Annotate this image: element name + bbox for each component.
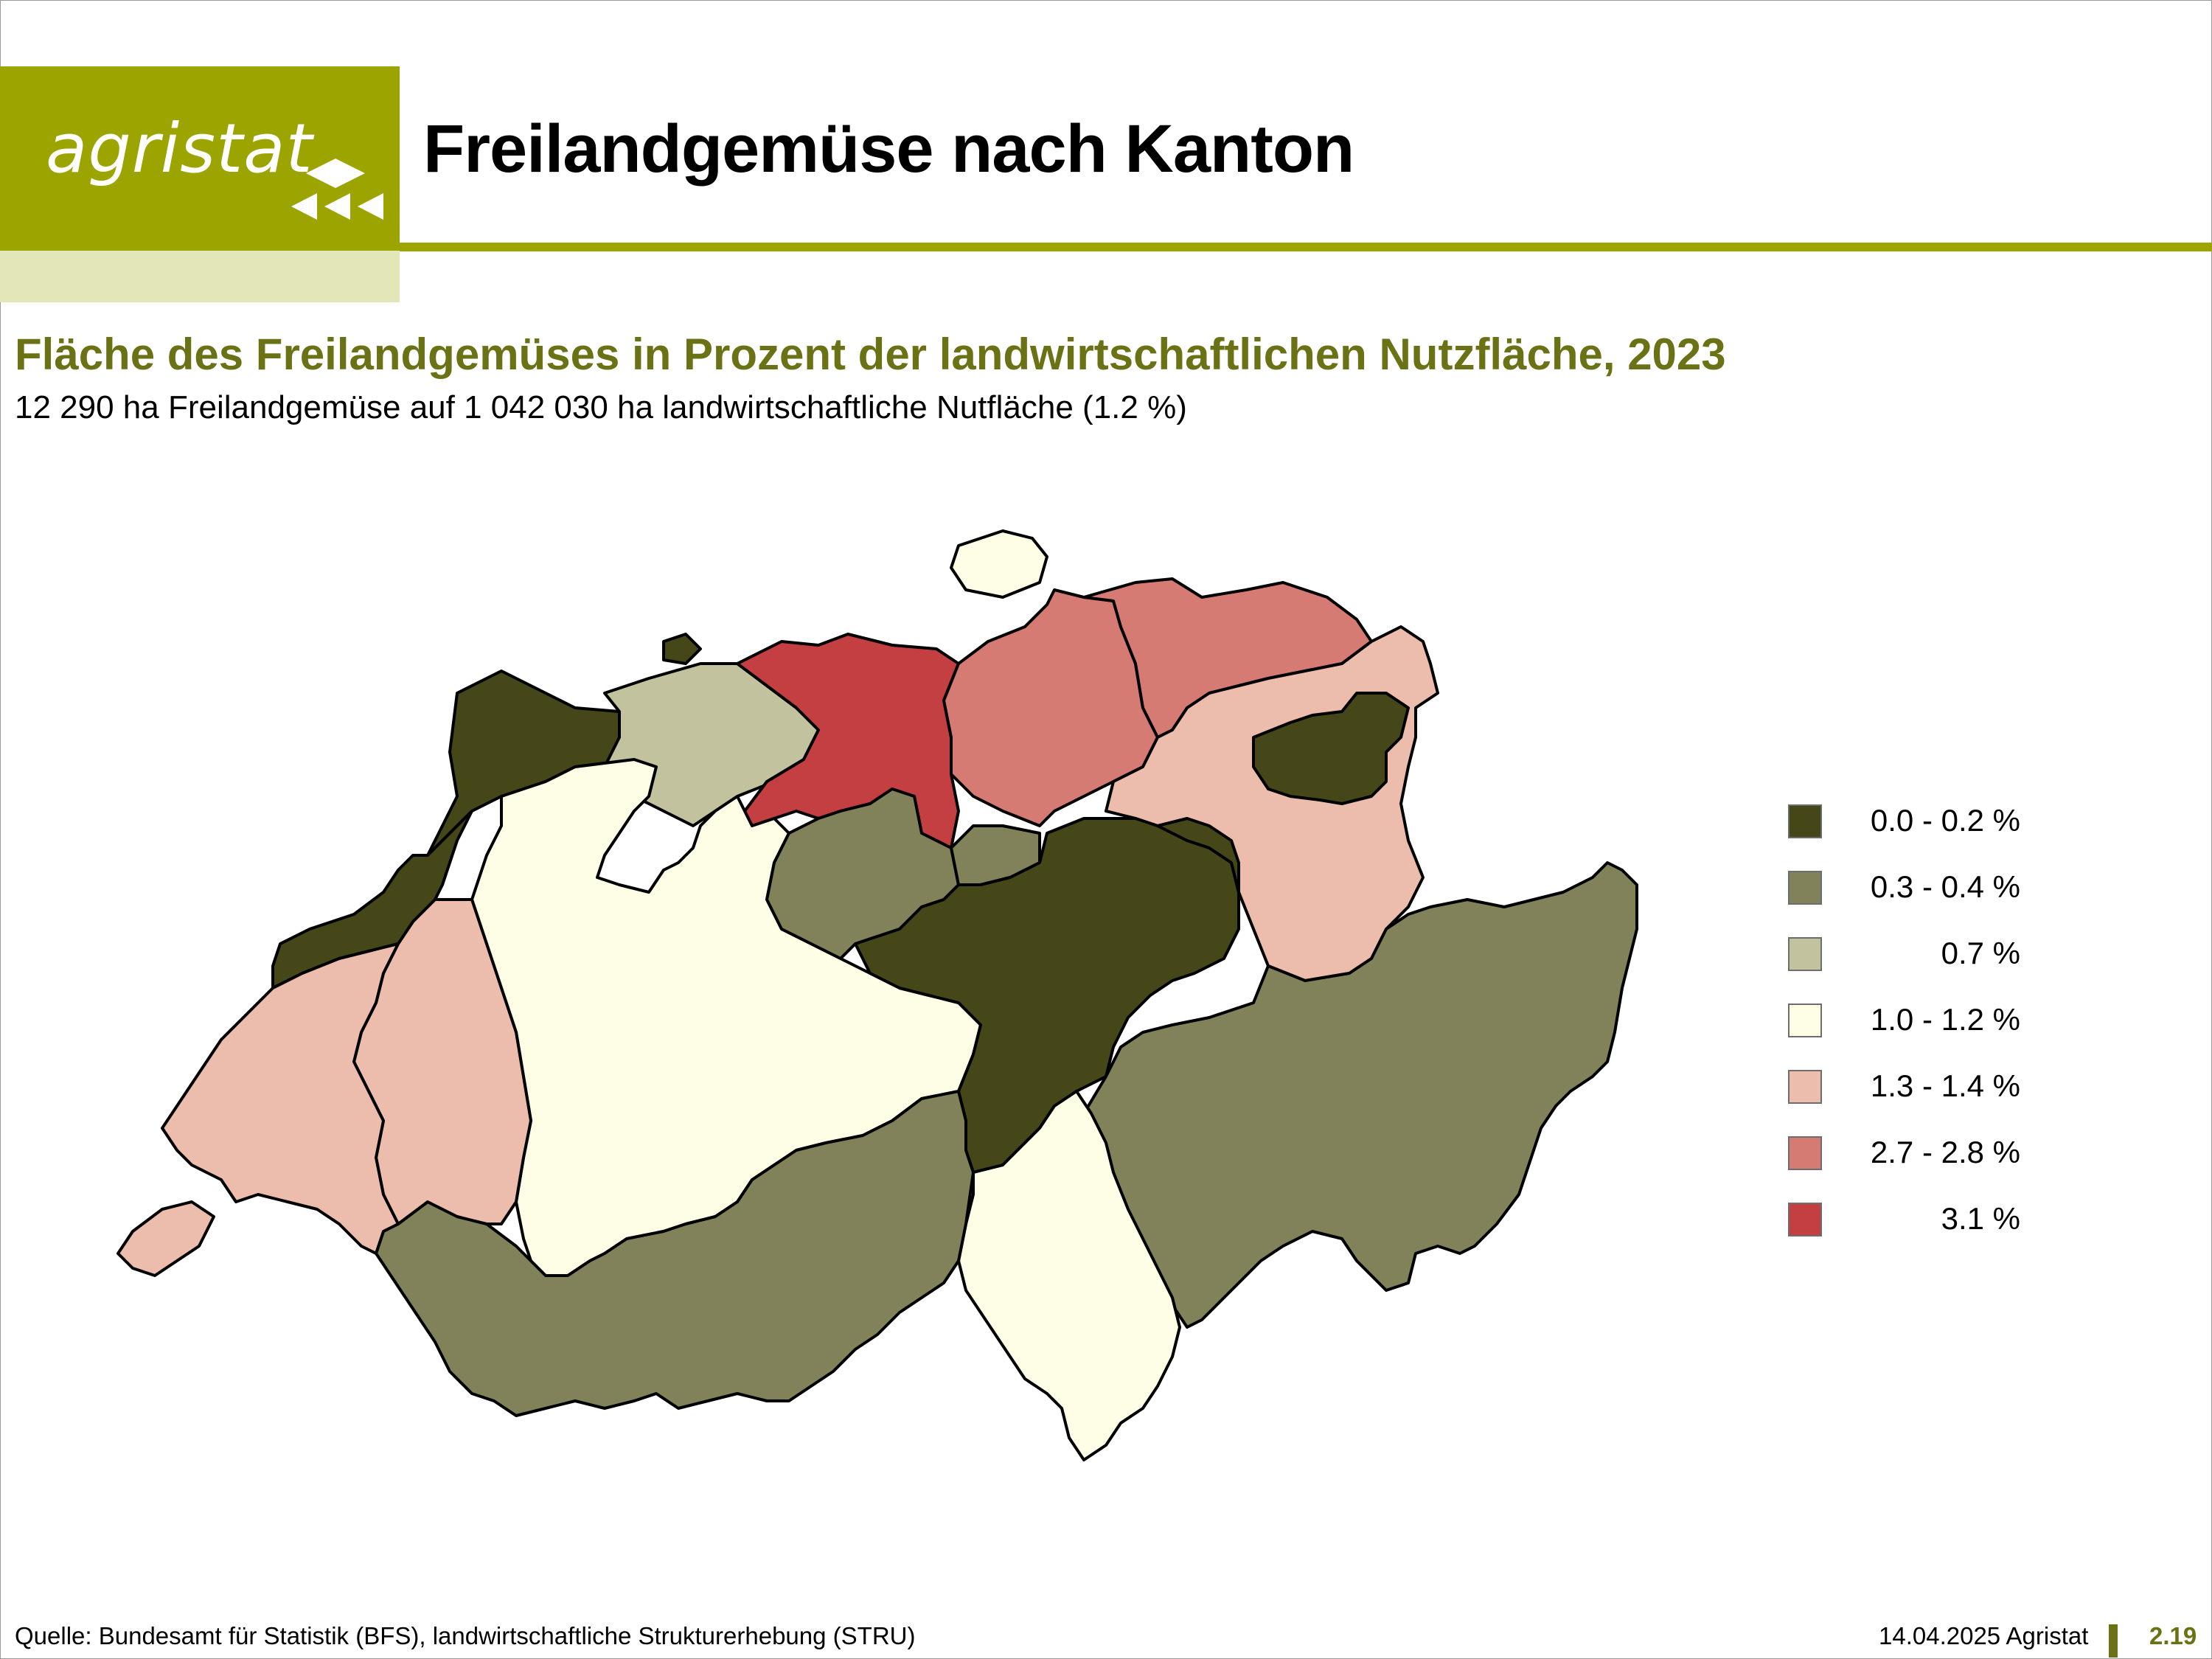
map-legend: 0.0 - 0.2 % 0.3 - 0.4 % 0.7 % 1.0 - 1.2 … [1784, 800, 2035, 1265]
canton-appenzell [1252, 692, 1410, 805]
logo-wordmark: agristat [46, 109, 313, 188]
legend-swatch [1788, 1136, 1822, 1170]
logo-triangle-icon [291, 159, 383, 220]
canton-graubuenden [1082, 861, 1638, 1329]
legend-swatch [1788, 871, 1822, 905]
agristat-logo [0, 66, 400, 251]
page-number: 2.19 [2149, 1622, 2197, 1649]
legend-swatch [1788, 1203, 1822, 1237]
canton-schaffhausen [950, 529, 1048, 599]
legend-item: 1.0 - 1.2 % [1784, 999, 2035, 1065]
legend-swatch [1788, 804, 1822, 838]
legend-item: 3.1 % [1784, 1198, 2035, 1265]
legend-swatch [1788, 937, 1822, 971]
canton-wallis [375, 1090, 975, 1417]
header-rule [400, 243, 2212, 251]
legend-label: 2.7 - 2.8 % [1870, 1135, 2020, 1169]
canton-glarus [1156, 817, 1240, 894]
canton-waadt [161, 942, 400, 1255]
legend-label: 3.1 % [1941, 1201, 2020, 1236]
legend-item: 0.3 - 0.4 % [1784, 866, 2035, 933]
legend-label: 1.3 - 1.4 % [1870, 1068, 2020, 1103]
footer-divider [2109, 1624, 2118, 1658]
canton-basel-stadt [662, 633, 702, 665]
legend-label: 1.0 - 1.2 % [1870, 1002, 2020, 1037]
canton-tessin [957, 1090, 1181, 1461]
source-note: Quelle: Bundesamt für Statistik (BFS), l… [15, 1622, 916, 1649]
switzerland-canton-map [116, 529, 1638, 1461]
canton-genf [116, 1200, 215, 1277]
page-title: Freilandgemüse nach Kanton [423, 111, 1354, 187]
legend-item: 2.7 - 2.8 % [1784, 1132, 2035, 1198]
legend-label: 0.7 % [1941, 936, 2020, 970]
legend-swatch [1788, 1070, 1822, 1104]
legend-swatch [1788, 1004, 1822, 1037]
legend-item: 0.7 % [1784, 933, 2035, 999]
chart-subtitle: Fläche des Freilandgemüses in Prozent de… [15, 330, 1726, 379]
logo-underlay [0, 251, 400, 302]
footer-date: 14.04.2025 Agristat [1879, 1622, 2089, 1649]
legend-label: 0.0 - 0.2 % [1870, 803, 2020, 838]
legend-label: 0.3 - 0.4 % [1870, 869, 2020, 904]
summary-text: 12 290 ha Freilandgemüse auf 1 042 030 h… [15, 389, 1187, 425]
legend-item: 0.0 - 0.2 % [1784, 800, 2035, 866]
legend-item: 1.3 - 1.4 % [1784, 1065, 2035, 1132]
